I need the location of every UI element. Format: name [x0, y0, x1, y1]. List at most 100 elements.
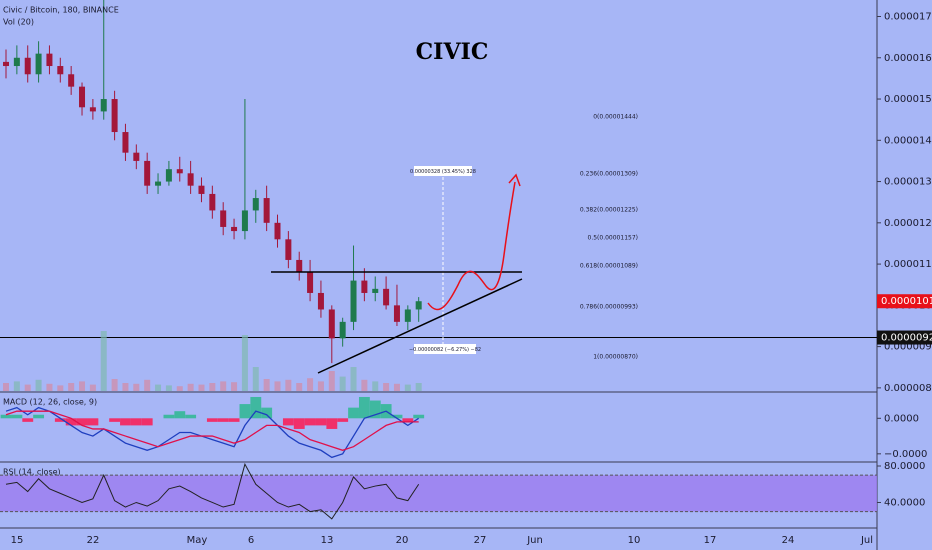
candle-body — [68, 74, 75, 87]
x-tick-label: 6 — [248, 535, 254, 546]
macd-histogram — [304, 418, 316, 426]
volume-bar — [176, 386, 183, 391]
candle-body — [296, 259, 303, 273]
macd-histogram — [0, 414, 12, 419]
support-price: 0.00000922 — [881, 333, 932, 344]
volume-bar — [100, 331, 107, 391]
volume-bar — [220, 381, 227, 391]
macd-histogram — [217, 418, 229, 422]
candle-body — [328, 309, 335, 339]
drawings: 0.00000328 (33.45%) 328 −0.00000082 (−6.… — [271, 166, 523, 374]
macd-histogram — [174, 411, 186, 419]
volume-bar — [13, 381, 20, 391]
volume-bar — [350, 367, 357, 391]
header: Civic / Bitcoin, 180, BINANCE — [3, 6, 119, 15]
candle-body — [252, 198, 259, 211]
volume-bar — [155, 384, 162, 391]
candle-body — [46, 53, 53, 67]
macd-histogram — [391, 414, 403, 419]
volume-bar — [57, 385, 64, 391]
macd-histogram — [293, 418, 305, 429]
candle-body — [415, 301, 422, 310]
volume-bar — [198, 384, 205, 391]
volume-bar — [68, 383, 75, 391]
y-tick-label: 0.00001300 — [884, 177, 932, 188]
macd-histogram — [22, 418, 34, 422]
macd-histogram — [250, 396, 262, 419]
macd-histogram — [11, 414, 23, 419]
volume-bar — [415, 383, 422, 391]
x-tick-label: 20 — [396, 535, 409, 546]
y-tick-label: 0.00000800 — [884, 383, 932, 394]
candle-body — [100, 99, 107, 112]
candle-body — [176, 169, 183, 174]
volume-bar — [46, 383, 53, 391]
volume-bar — [35, 379, 42, 391]
candle-body — [274, 222, 281, 240]
fib-label: 0.5(0.00001157) — [588, 235, 639, 242]
candle-body — [198, 185, 205, 194]
volume-bar — [133, 383, 140, 391]
measure-box — [414, 344, 476, 354]
x-tick-label: 27 — [474, 535, 487, 546]
volume-bar — [263, 379, 270, 391]
candle-body — [361, 280, 368, 293]
volume-bar — [372, 381, 379, 391]
y-tick-label: 0.00001500 — [884, 94, 932, 105]
candle-body — [350, 280, 357, 322]
y-tick-label: 0.00000900 — [884, 342, 932, 353]
candle-body — [263, 198, 270, 223]
x-tick-label: 17 — [704, 535, 717, 546]
x-tick-label: Jun — [526, 535, 543, 546]
macd-histogram — [315, 418, 327, 426]
fib-label: 0.618(0.00001089) — [580, 263, 638, 270]
candle-body — [111, 99, 118, 133]
candle-body — [89, 107, 96, 112]
candle-body — [339, 321, 346, 339]
x-tick-label: 10 — [628, 535, 641, 546]
macd-tick-label: 0.0000 — [884, 413, 919, 424]
macd-histogram — [130, 418, 142, 426]
macd-histogram — [141, 418, 153, 426]
volume-bar — [165, 385, 172, 391]
macd-histogram — [337, 418, 349, 422]
candle-body — [122, 132, 129, 153]
macd-tick-label: −0.0000 — [884, 449, 927, 460]
candle-body — [307, 272, 314, 293]
macd-histogram — [163, 414, 175, 419]
macd-histogram — [76, 418, 88, 426]
candle-body — [187, 173, 194, 186]
x-tick-label: 24 — [782, 535, 795, 546]
volume-bar — [252, 367, 259, 391]
measure-up: 0.00000328 (33.45%) 328 — [410, 169, 476, 175]
macd-histogram — [239, 404, 251, 419]
x-tick-label: 22 — [87, 535, 100, 546]
volume-bar — [209, 383, 216, 391]
volume-bar — [274, 381, 281, 391]
rsi-tick-label: 80.0000 — [884, 461, 925, 472]
fib-label: 1(0.00000870) — [593, 354, 638, 361]
candle-body — [13, 57, 20, 67]
macd-histogram — [261, 407, 273, 419]
macd-histogram — [326, 418, 338, 429]
macd-histogram — [54, 418, 66, 422]
macd-histogram — [369, 400, 381, 419]
volume-bar — [317, 381, 324, 391]
price-badge — [877, 294, 932, 309]
candle-body — [372, 288, 379, 293]
volume-bar — [339, 376, 346, 391]
volume-bar — [361, 379, 368, 391]
fib-label: 0.236(0.00001309) — [580, 171, 638, 178]
candle-body — [79, 86, 86, 108]
macd-histogram — [402, 418, 414, 422]
projection-curve — [427, 181, 516, 311]
macd-histogram — [120, 418, 131, 426]
volume-bar — [393, 383, 400, 391]
rsi-band — [0, 475, 877, 512]
y-tick-label: 0.00001600 — [884, 53, 932, 64]
candle-body — [317, 292, 324, 310]
measure-down: −0.00000082 (−6.27%) −82 — [409, 347, 481, 353]
candle-body — [393, 305, 400, 322]
